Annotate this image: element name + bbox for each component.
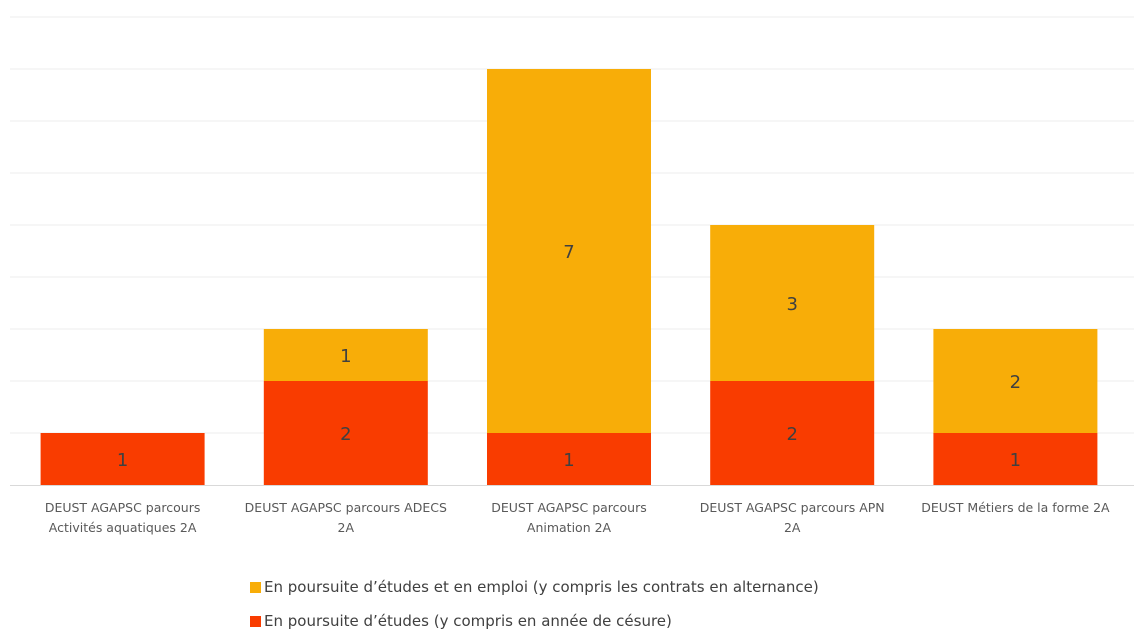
bar-segment-study-and-employment-4 <box>933 329 1098 433</box>
data-label-1-2: 7 <box>563 242 574 263</box>
legend-swatch-study-and-employment <box>250 581 261 593</box>
bar-segment-study-and-employment-3 <box>710 225 875 381</box>
stacked-bar-chart: 1 DEUST AGAPSC parcours Activités aquatiqu… <box>10 16 1134 535</box>
category-label-4-line-0: DEUST Métiers de la forme 2A <box>921 500 1110 515</box>
data-label-0-1: 2 <box>340 424 351 445</box>
category-label-2-line-0: DEUST AGAPSC parcours <box>491 500 647 515</box>
data-label-0-2: 1 <box>563 450 574 471</box>
category-label-2-line-1: Animation 2A <box>527 520 612 535</box>
bar-segment-study-and-employment-1 <box>263 329 428 381</box>
legend-label-study: En poursuite d’études (y compris en anné… <box>264 612 672 630</box>
bar-segment-study-1 <box>263 381 428 485</box>
data-label-1-1: 1 <box>340 346 351 367</box>
bar-segment-study-and-employment-2 <box>487 69 651 433</box>
data-label-0-4: 1 <box>1010 450 1021 471</box>
bar-segment-study-0 <box>40 433 205 485</box>
category-label-1-line-0: DEUST AGAPSC parcours ADECS <box>245 500 447 515</box>
category-label-0-line-0: DEUST AGAPSC parcours <box>45 500 201 515</box>
data-label-1-3: 3 <box>786 294 797 315</box>
category-label-3-line-0: DEUST AGAPSC parcours APN <box>700 500 885 515</box>
bar-segment-study-4 <box>933 433 1098 485</box>
legend-item-study: En poursuite d’études (y compris en anné… <box>250 612 672 630</box>
bar-segment-study-2 <box>487 433 651 485</box>
category-label-0-line-1: Activités aquatiques 2A <box>49 520 197 535</box>
legend-swatch-study <box>250 615 261 627</box>
legend-item-study-and-employment: En poursuite d’études et en emploi (y co… <box>250 578 819 596</box>
data-label-0-3: 2 <box>786 424 797 445</box>
category-label-1-line-1: 2A <box>338 520 355 535</box>
legend-label-study-and-employment: En poursuite d’études et en emploi (y co… <box>264 578 819 596</box>
data-label-1-4: 2 <box>1010 372 1021 393</box>
bar-segment-study-3 <box>710 381 875 485</box>
category-label-3-line-1: 2A <box>784 520 801 535</box>
data-label-0-0: 1 <box>117 450 128 471</box>
